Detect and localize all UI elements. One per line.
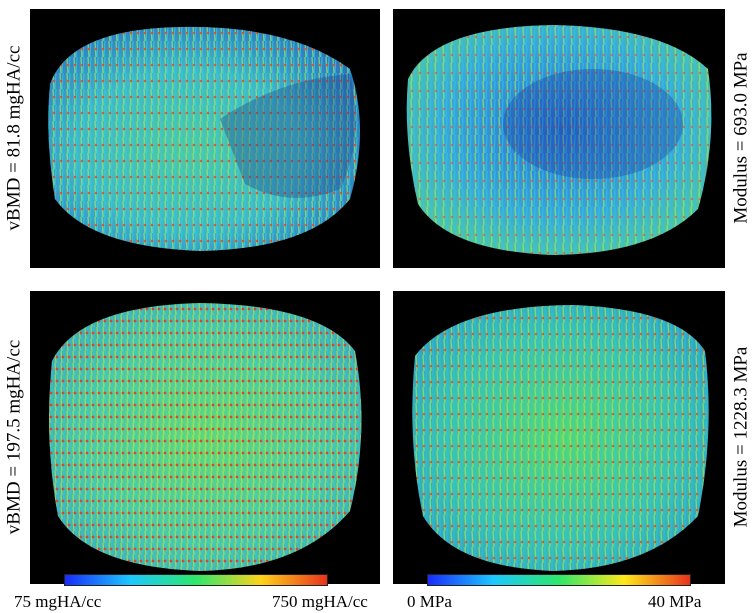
- bottom-right-render-panel: [393, 291, 725, 584]
- density-colorbar: [64, 574, 328, 586]
- bottom-right-bone-render: [412, 305, 709, 571]
- density-colorbar-min-label: 75 mgHA/cc: [14, 592, 102, 611]
- modulus-colorbar-max-label: 40 MPa: [648, 592, 702, 611]
- top-right-render-panel: [393, 9, 725, 268]
- bottom-right-modulus-label: Modulus = 1228.3 MPa: [730, 346, 752, 528]
- top-right-bone-render: [406, 25, 712, 255]
- top-left-bone-render: [48, 26, 360, 252]
- bottom-left-render-panel: [30, 291, 380, 584]
- top-left-vbmd-label: vBMD = 81.8 mgHA/cc: [3, 45, 25, 231]
- top-left-render-panel: [30, 9, 380, 268]
- bottom-left-vbmd-label: vBMD = 197.5 mgHA/cc: [3, 339, 25, 535]
- top-right-modulus-label: Modulus = 693.0 MPa: [730, 52, 752, 224]
- density-colorbar-max-label: 750 mgHA/cc: [272, 592, 368, 611]
- modulus-colorbar: [427, 574, 691, 586]
- bottom-left-bone-render: [49, 303, 362, 571]
- modulus-colorbar-min-label: 0 MPa: [407, 592, 452, 611]
